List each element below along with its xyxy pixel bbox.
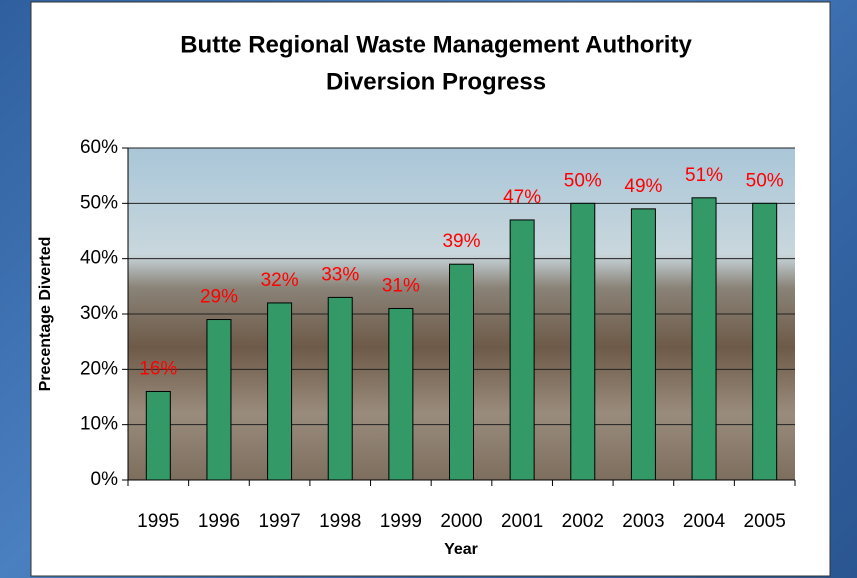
bar	[146, 391, 170, 480]
x-tick-label: 2000	[440, 511, 482, 532]
chart-title: Butte Regional Waste Management Authorit…	[180, 31, 692, 58]
x-tick-label: 1999	[380, 511, 422, 532]
x-tick-label: 1995	[137, 511, 179, 532]
y-tick-label: 40%	[80, 248, 118, 269]
value-label: 50%	[746, 170, 784, 191]
value-label: 51%	[685, 165, 723, 186]
bar	[268, 303, 292, 480]
y-tick-label: 60%	[80, 137, 118, 158]
bar	[450, 264, 474, 480]
value-label: 50%	[564, 170, 602, 191]
value-label: 31%	[382, 275, 420, 296]
value-label: 33%	[321, 264, 359, 285]
x-tick-label: 2001	[501, 511, 543, 532]
y-tick-label: 50%	[80, 192, 118, 213]
value-label: 47%	[503, 187, 541, 208]
value-label: 29%	[200, 287, 238, 308]
y-tick-label: 30%	[80, 303, 118, 324]
value-label: 39%	[442, 231, 480, 252]
value-label: 49%	[624, 176, 662, 197]
x-tick-label: 2005	[744, 511, 786, 532]
x-tick-label: 2003	[622, 511, 664, 532]
chart-title: Diversion Progress	[326, 68, 546, 95]
bar	[631, 209, 655, 480]
x-tick-label: 1997	[258, 511, 300, 532]
bar	[389, 308, 413, 480]
bar	[753, 203, 777, 480]
bar	[207, 320, 231, 480]
x-axis-title: Year	[444, 541, 478, 558]
x-tick-label: 1998	[319, 511, 361, 532]
bar	[571, 203, 595, 480]
value-label: 32%	[261, 270, 299, 291]
chart: Butte Regional Waste Management Authorit…	[0, 0, 857, 578]
value-label: 16%	[139, 358, 177, 379]
x-tick-label: 1996	[198, 511, 240, 532]
bar	[510, 220, 534, 480]
bar	[692, 198, 716, 480]
y-axis-title: Precentage Diverted	[37, 237, 54, 392]
x-tick-label: 2002	[562, 511, 604, 532]
y-tick-label: 20%	[80, 358, 118, 379]
y-tick-label: 10%	[80, 414, 118, 435]
x-tick-label: 2004	[683, 511, 726, 532]
y-tick-label: 0%	[91, 469, 119, 490]
bar	[328, 297, 352, 480]
